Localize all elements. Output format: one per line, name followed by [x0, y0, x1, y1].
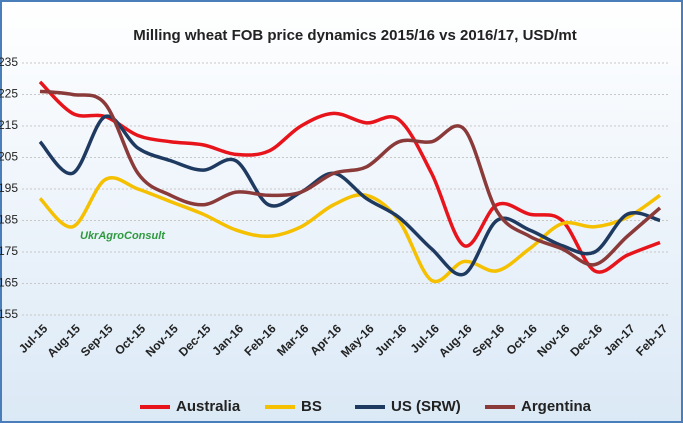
- y-tick-label: 215: [0, 118, 18, 132]
- y-tick-label: 175: [0, 244, 18, 258]
- y-tick-label: 235: [0, 55, 18, 69]
- logo: UkrAgroConsult: [80, 230, 166, 242]
- series-line: [38, 114, 661, 277]
- chart-title: Milling wheat FOB price dynamics 2015/16…: [133, 27, 577, 44]
- y-tick-label: 165: [0, 276, 18, 290]
- series-line: [38, 176, 661, 284]
- series-line: [39, 89, 662, 267]
- series-line: [38, 80, 661, 274]
- legend-label: BS: [301, 398, 322, 415]
- legend-label: Australia: [176, 398, 241, 415]
- y-tick-label: 195: [0, 181, 18, 195]
- y-tick-label: 185: [0, 213, 18, 227]
- legend-label: Argentina: [521, 398, 592, 415]
- legend-label: US (SRW): [391, 398, 461, 415]
- y-tick-label: 225: [0, 87, 18, 101]
- y-tick-label: 205: [0, 150, 18, 164]
- y-tick-label: 155: [0, 307, 18, 321]
